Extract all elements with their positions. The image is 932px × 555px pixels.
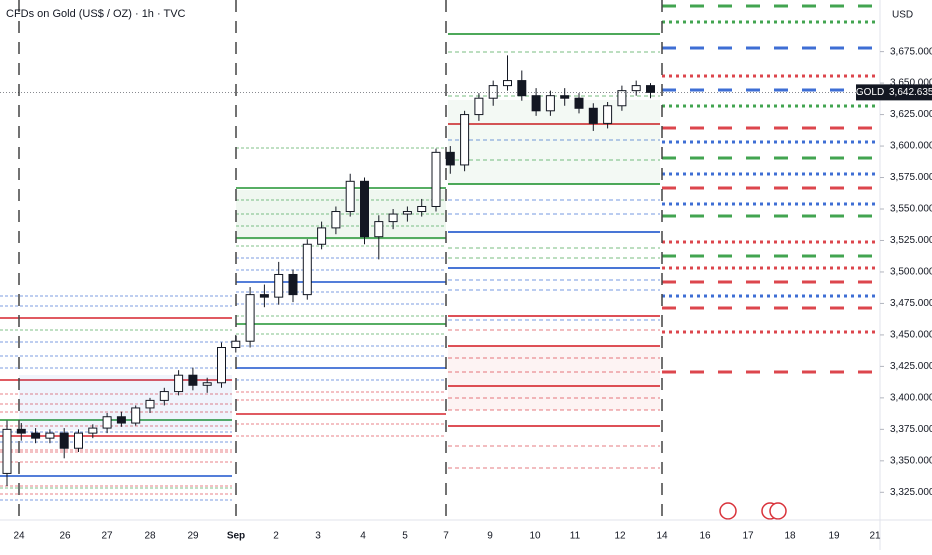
candle-body xyxy=(59,432,69,449)
candle-body xyxy=(259,294,269,298)
y-tick-label: 3,625.000 xyxy=(890,109,932,120)
level-zone xyxy=(448,346,660,410)
x-tick-label: 21 xyxy=(869,531,881,542)
candle-body xyxy=(2,428,12,474)
candle-body xyxy=(317,227,327,245)
y-tick-label: 3,450.000 xyxy=(890,330,932,341)
candle-body xyxy=(417,205,427,213)
x-tick-label: 4 xyxy=(360,531,366,542)
candle-body xyxy=(174,374,184,393)
candle-body xyxy=(302,243,312,296)
candle-body xyxy=(360,180,369,238)
candle-body xyxy=(545,95,555,112)
levels xyxy=(0,0,878,520)
candle-body xyxy=(217,347,226,384)
x-tick-label: Sep xyxy=(227,531,245,542)
candle-body xyxy=(588,107,598,124)
candle-body xyxy=(646,85,655,93)
x-tick-label: 10 xyxy=(529,531,541,542)
x-tick-label: 29 xyxy=(187,531,199,542)
candle-body xyxy=(188,374,198,386)
y-tick-label: 3,400.000 xyxy=(890,393,932,404)
y-tick-label: 3,550.000 xyxy=(890,204,932,215)
candle-body xyxy=(445,151,455,166)
candle-body xyxy=(231,340,241,349)
y-tick-label: 3,600.000 xyxy=(890,141,932,152)
level-zone xyxy=(236,190,446,240)
candle-body xyxy=(560,95,570,99)
y-tick-label: 3,525.000 xyxy=(890,235,932,246)
candle-body xyxy=(131,407,141,424)
candle-body xyxy=(574,97,584,109)
y-tick-label: 3,350.000 xyxy=(890,455,932,466)
candle-body xyxy=(374,221,384,238)
x-tick-label: 12 xyxy=(614,531,626,542)
candle-body xyxy=(402,211,412,215)
x-tick-label: 2 xyxy=(273,531,279,542)
y-tick-label: 3,475.000 xyxy=(890,298,932,309)
x-tick-label: 7 xyxy=(443,531,449,542)
x-tick-label: 5 xyxy=(402,531,408,542)
candle-body xyxy=(603,105,613,124)
candle-body xyxy=(431,151,441,207)
currency: USD xyxy=(892,10,913,21)
candle-body xyxy=(245,294,255,342)
y-tick-label: 3,575.000 xyxy=(890,172,932,183)
candle-body xyxy=(345,180,355,213)
x-tick-label: 24 xyxy=(13,531,25,542)
symbol-tag-bg xyxy=(856,84,885,101)
y-tick-label: 3,325.000 xyxy=(890,487,932,498)
x-tick-label: 27 xyxy=(101,531,113,542)
chart-title: CFDs on Gold (US$ / OZ) · 1h · TVC xyxy=(6,8,186,20)
last-price-tag: 3,642.635 xyxy=(889,87,932,98)
y-tick-label: 3,675.000 xyxy=(890,46,932,57)
x-tick-label: 9 xyxy=(487,531,493,542)
candle-body xyxy=(102,416,112,429)
candle-body xyxy=(488,85,498,99)
event-flag xyxy=(719,502,737,520)
x-tick-label: 17 xyxy=(742,531,754,542)
candle-body xyxy=(388,213,398,223)
candle-body xyxy=(517,80,527,97)
candle-body xyxy=(631,85,641,92)
candle-body xyxy=(159,391,169,401)
x-tick-label: 3 xyxy=(315,531,321,542)
candle-body xyxy=(617,90,627,107)
x-tick-label: 28 xyxy=(144,531,156,542)
candle-body xyxy=(331,211,341,229)
candle-body xyxy=(88,427,98,434)
last-price-tag-bg xyxy=(885,84,932,101)
candle-body xyxy=(31,432,41,439)
candle-body xyxy=(460,114,470,166)
candle-body xyxy=(288,273,298,296)
candle-body xyxy=(274,273,284,298)
candle-body xyxy=(202,382,212,386)
y-tick-label: 3,500.000 xyxy=(890,267,932,278)
candle-body xyxy=(74,432,83,449)
candle-body xyxy=(145,399,155,409)
x-tick-label: 11 xyxy=(570,531,581,542)
x-tick-label: 18 xyxy=(784,531,796,542)
event-flag xyxy=(769,502,787,520)
candle-body xyxy=(474,97,484,116)
x-tick-label: 26 xyxy=(59,531,71,542)
y-tick-label: 3,650.000 xyxy=(890,78,932,89)
candle-body xyxy=(531,95,541,112)
candle-body xyxy=(503,80,512,87)
y-tick-label: 3,375.000 xyxy=(890,424,932,435)
x-tick-label: 14 xyxy=(656,531,668,542)
x-tick-label: 19 xyxy=(828,531,840,542)
candle-body xyxy=(16,428,26,434)
symbol-tag: GOLD xyxy=(856,87,884,98)
x-tick-label: 16 xyxy=(699,531,711,542)
candle-body xyxy=(45,432,55,439)
candle-body xyxy=(116,416,126,424)
y-tick-label: 3,425.000 xyxy=(890,361,932,372)
